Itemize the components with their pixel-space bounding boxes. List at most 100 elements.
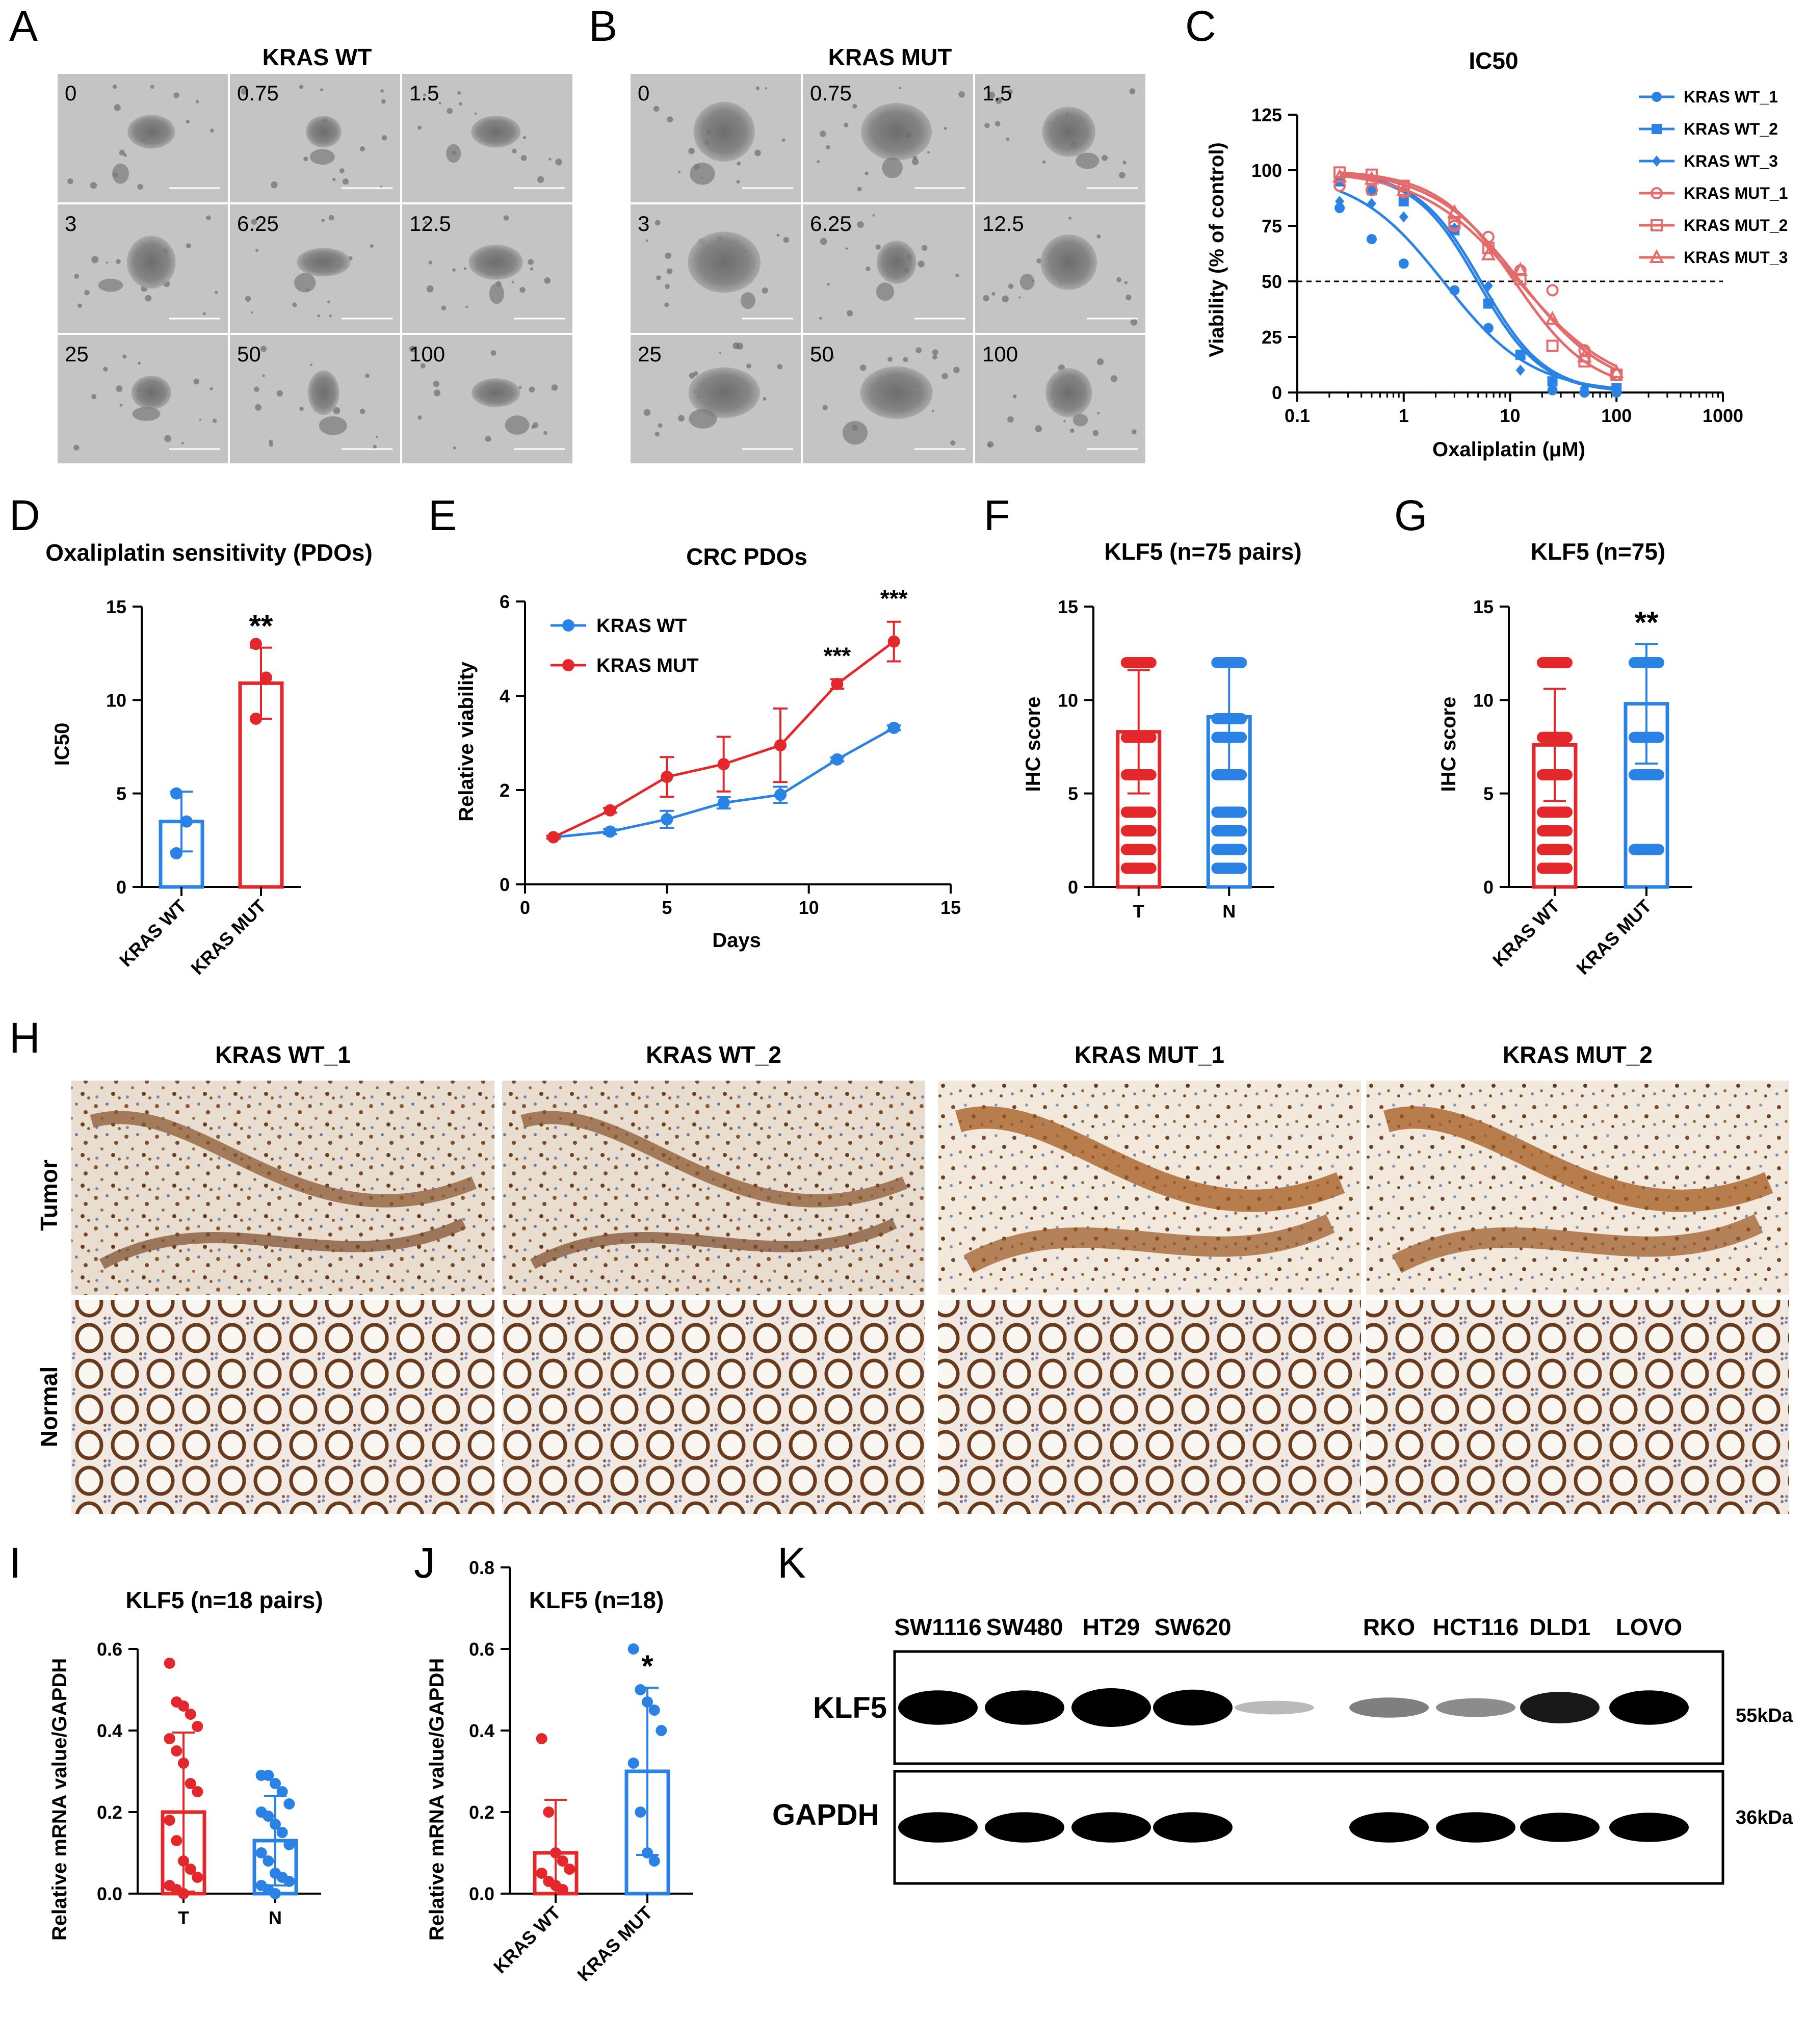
data-point bbox=[263, 1770, 274, 1781]
debris-speck bbox=[116, 259, 121, 264]
concentration-label: 3 bbox=[65, 212, 76, 235]
protein-label-klf5: KLF5 bbox=[813, 1691, 887, 1724]
organoid-body bbox=[693, 101, 755, 162]
debris-speck bbox=[688, 147, 695, 154]
data-point bbox=[1483, 323, 1494, 333]
debris-speck bbox=[656, 275, 661, 280]
debris-speck bbox=[736, 180, 740, 184]
x-tick-label: 15 bbox=[940, 897, 961, 918]
data-point bbox=[178, 1855, 189, 1867]
concentration-label: 100 bbox=[982, 342, 1018, 366]
debris-speck bbox=[872, 214, 875, 217]
organoid-body bbox=[98, 278, 123, 292]
gland-structure bbox=[1392, 1214, 1763, 1273]
x-tick-label: KRAS WT bbox=[115, 896, 191, 971]
debris-speck bbox=[193, 378, 200, 385]
data-point bbox=[635, 1684, 646, 1695]
data-point bbox=[642, 1696, 653, 1708]
debris-speck bbox=[339, 168, 345, 173]
y-tick-label: 15 bbox=[1473, 596, 1494, 617]
data-point-stack bbox=[1211, 769, 1247, 780]
data-point bbox=[260, 671, 272, 684]
legend-label: KRAS WT bbox=[596, 615, 687, 637]
data-point bbox=[1483, 280, 1493, 292]
y-tick-label: 0.0 bbox=[469, 1883, 494, 1904]
data-point bbox=[1396, 181, 1411, 196]
data-point bbox=[627, 1643, 639, 1655]
organoid-body bbox=[860, 366, 933, 419]
data-point bbox=[171, 1835, 182, 1846]
debris-speck bbox=[1068, 216, 1072, 220]
legend-label: KRAS WT_3 bbox=[1684, 152, 1778, 170]
data-point bbox=[1612, 384, 1621, 396]
gapdh-band bbox=[1520, 1813, 1600, 1842]
data-point-stack bbox=[1120, 769, 1157, 780]
debris-speck bbox=[859, 364, 867, 371]
data-point-stack bbox=[1211, 731, 1247, 743]
legend-marker bbox=[1649, 249, 1664, 263]
debris-speck bbox=[424, 221, 428, 224]
data-point bbox=[1547, 385, 1558, 396]
gland-structure bbox=[520, 1111, 907, 1208]
debris-speck bbox=[1102, 154, 1108, 161]
y-tick-label: 0.0 bbox=[97, 1883, 122, 1904]
panel-letter-i: I bbox=[9, 1539, 21, 1587]
data-point bbox=[887, 635, 900, 648]
ihc-normal-image bbox=[71, 1300, 494, 1514]
x-tick-label: KRAS MUT bbox=[187, 896, 270, 979]
data-point bbox=[1397, 179, 1410, 192]
data-point bbox=[1366, 185, 1377, 196]
organoid-body bbox=[1045, 368, 1092, 417]
x-tick-label: T bbox=[178, 1907, 189, 1928]
data-point bbox=[642, 1847, 653, 1858]
debris-speck bbox=[138, 361, 141, 365]
debris-speck bbox=[898, 87, 901, 90]
organoid-body bbox=[688, 231, 761, 293]
concentration-label: 50 bbox=[237, 342, 261, 366]
cell-line-label: SW480 bbox=[986, 1614, 1063, 1640]
debris-speck bbox=[530, 267, 534, 271]
debris-speck bbox=[918, 260, 925, 268]
organoid-body bbox=[1040, 234, 1097, 290]
debris-speck bbox=[465, 305, 468, 308]
data-point bbox=[1483, 298, 1494, 309]
y-tick-label: 0.2 bbox=[97, 1802, 122, 1823]
data-point bbox=[185, 1778, 196, 1789]
data-point bbox=[283, 1876, 295, 1887]
organoid-body bbox=[689, 409, 717, 429]
debris-speck bbox=[181, 441, 184, 445]
klf5-band bbox=[1520, 1692, 1600, 1723]
panel-letter-k: K bbox=[777, 1539, 806, 1587]
legend-label: KRAS MUT_1 bbox=[1684, 184, 1788, 202]
data-point bbox=[635, 1806, 646, 1818]
debris-speck bbox=[950, 440, 956, 446]
debris-speck bbox=[329, 314, 332, 318]
gapdh-band bbox=[1071, 1812, 1151, 1843]
x-tick-label: 10 bbox=[1500, 405, 1520, 426]
y-tick-label: 100 bbox=[1251, 160, 1282, 181]
ihc-normal-image bbox=[938, 1300, 1361, 1514]
data-point-stack bbox=[1537, 731, 1573, 743]
debris-speck bbox=[438, 101, 441, 104]
debris-speck bbox=[173, 92, 179, 98]
ihc-row-label-normal: Normal bbox=[36, 1367, 62, 1447]
organoid-body bbox=[489, 283, 504, 304]
debris-speck bbox=[522, 136, 527, 140]
concentration-label: 6.25 bbox=[810, 212, 852, 235]
debris-speck bbox=[1018, 296, 1021, 299]
x-tick-label: 100 bbox=[1601, 405, 1632, 426]
debris-speck bbox=[1013, 394, 1017, 399]
debris-speck bbox=[269, 442, 273, 447]
debris-speck bbox=[376, 435, 378, 438]
y-tick-label: 6 bbox=[500, 591, 510, 612]
debris-speck bbox=[520, 155, 527, 161]
data-point bbox=[192, 1786, 203, 1797]
data-point bbox=[1447, 204, 1462, 218]
debris-speck bbox=[677, 170, 681, 173]
gapdh-band bbox=[1436, 1812, 1515, 1843]
legend-label: KRAS WT_2 bbox=[1684, 120, 1778, 138]
organoid-body bbox=[876, 241, 917, 284]
x-tick-label: 10 bbox=[799, 897, 819, 918]
debris-speck bbox=[655, 220, 661, 226]
